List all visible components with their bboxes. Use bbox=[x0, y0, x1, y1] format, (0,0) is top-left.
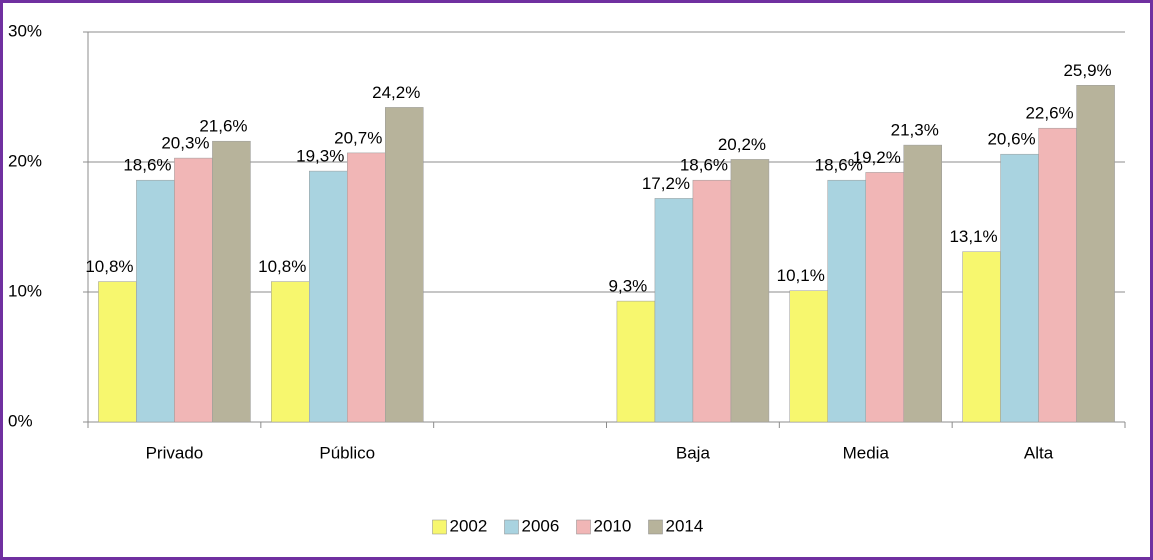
legend-swatch bbox=[576, 519, 591, 535]
bar bbox=[1000, 153, 1039, 423]
bar bbox=[789, 290, 828, 423]
value-label: 10,1% bbox=[777, 266, 825, 285]
bar bbox=[136, 179, 175, 423]
x-tick-label: Media bbox=[843, 443, 890, 462]
bar bbox=[347, 152, 386, 423]
bar bbox=[1076, 85, 1115, 423]
legend-label: 2002 bbox=[450, 516, 488, 535]
legend-swatch bbox=[648, 519, 663, 535]
bar bbox=[903, 144, 942, 423]
value-label: 19,3% bbox=[296, 147, 344, 166]
y-tick-label: 30% bbox=[8, 21, 42, 40]
bar bbox=[174, 157, 213, 423]
bar bbox=[730, 159, 770, 423]
y-tick-label: 20% bbox=[8, 151, 42, 170]
value-label: 17,2% bbox=[642, 174, 690, 193]
value-label: 21,3% bbox=[891, 121, 939, 140]
value-label: 20,3% bbox=[161, 134, 209, 153]
value-label: 21,6% bbox=[199, 117, 247, 136]
bar bbox=[692, 179, 732, 423]
legend-label: 2014 bbox=[666, 516, 704, 535]
legend-label: 2010 bbox=[594, 516, 632, 535]
x-tick-label: Baja bbox=[676, 443, 711, 462]
bar bbox=[98, 281, 137, 423]
y-tick-label: 0% bbox=[8, 411, 33, 430]
bar bbox=[827, 179, 866, 423]
bar bbox=[1038, 127, 1077, 423]
bar bbox=[616, 300, 656, 423]
value-label: 20,7% bbox=[334, 128, 382, 147]
value-label: 18,6% bbox=[680, 156, 728, 175]
bar bbox=[212, 140, 251, 423]
value-label: 20,6% bbox=[987, 130, 1035, 149]
legend-swatch bbox=[504, 519, 519, 535]
value-label: 19,2% bbox=[853, 148, 901, 167]
x-tick-label: Privado bbox=[146, 443, 204, 462]
legend-swatch bbox=[432, 519, 447, 535]
legend-label: 2006 bbox=[522, 516, 560, 535]
x-tick-label: Público bbox=[319, 443, 375, 462]
value-label: 18,6% bbox=[815, 156, 863, 175]
value-label: 10,8% bbox=[85, 257, 133, 276]
value-label: 25,9% bbox=[1063, 61, 1111, 80]
value-label: 9,3% bbox=[609, 277, 648, 296]
bar bbox=[385, 107, 424, 423]
value-label: 24,2% bbox=[372, 83, 420, 102]
bar bbox=[865, 172, 904, 423]
bar bbox=[962, 251, 1001, 423]
bar bbox=[309, 170, 348, 423]
x-tick-label: Alta bbox=[1024, 443, 1054, 462]
bar bbox=[271, 281, 310, 423]
y-tick-label: 10% bbox=[8, 281, 42, 300]
value-label: 22,6% bbox=[1025, 104, 1073, 123]
value-label: 20,2% bbox=[718, 135, 766, 154]
bar bbox=[654, 198, 694, 423]
value-label: 10,8% bbox=[258, 257, 306, 276]
value-label: 18,6% bbox=[123, 156, 171, 175]
value-label: 13,1% bbox=[949, 227, 997, 246]
